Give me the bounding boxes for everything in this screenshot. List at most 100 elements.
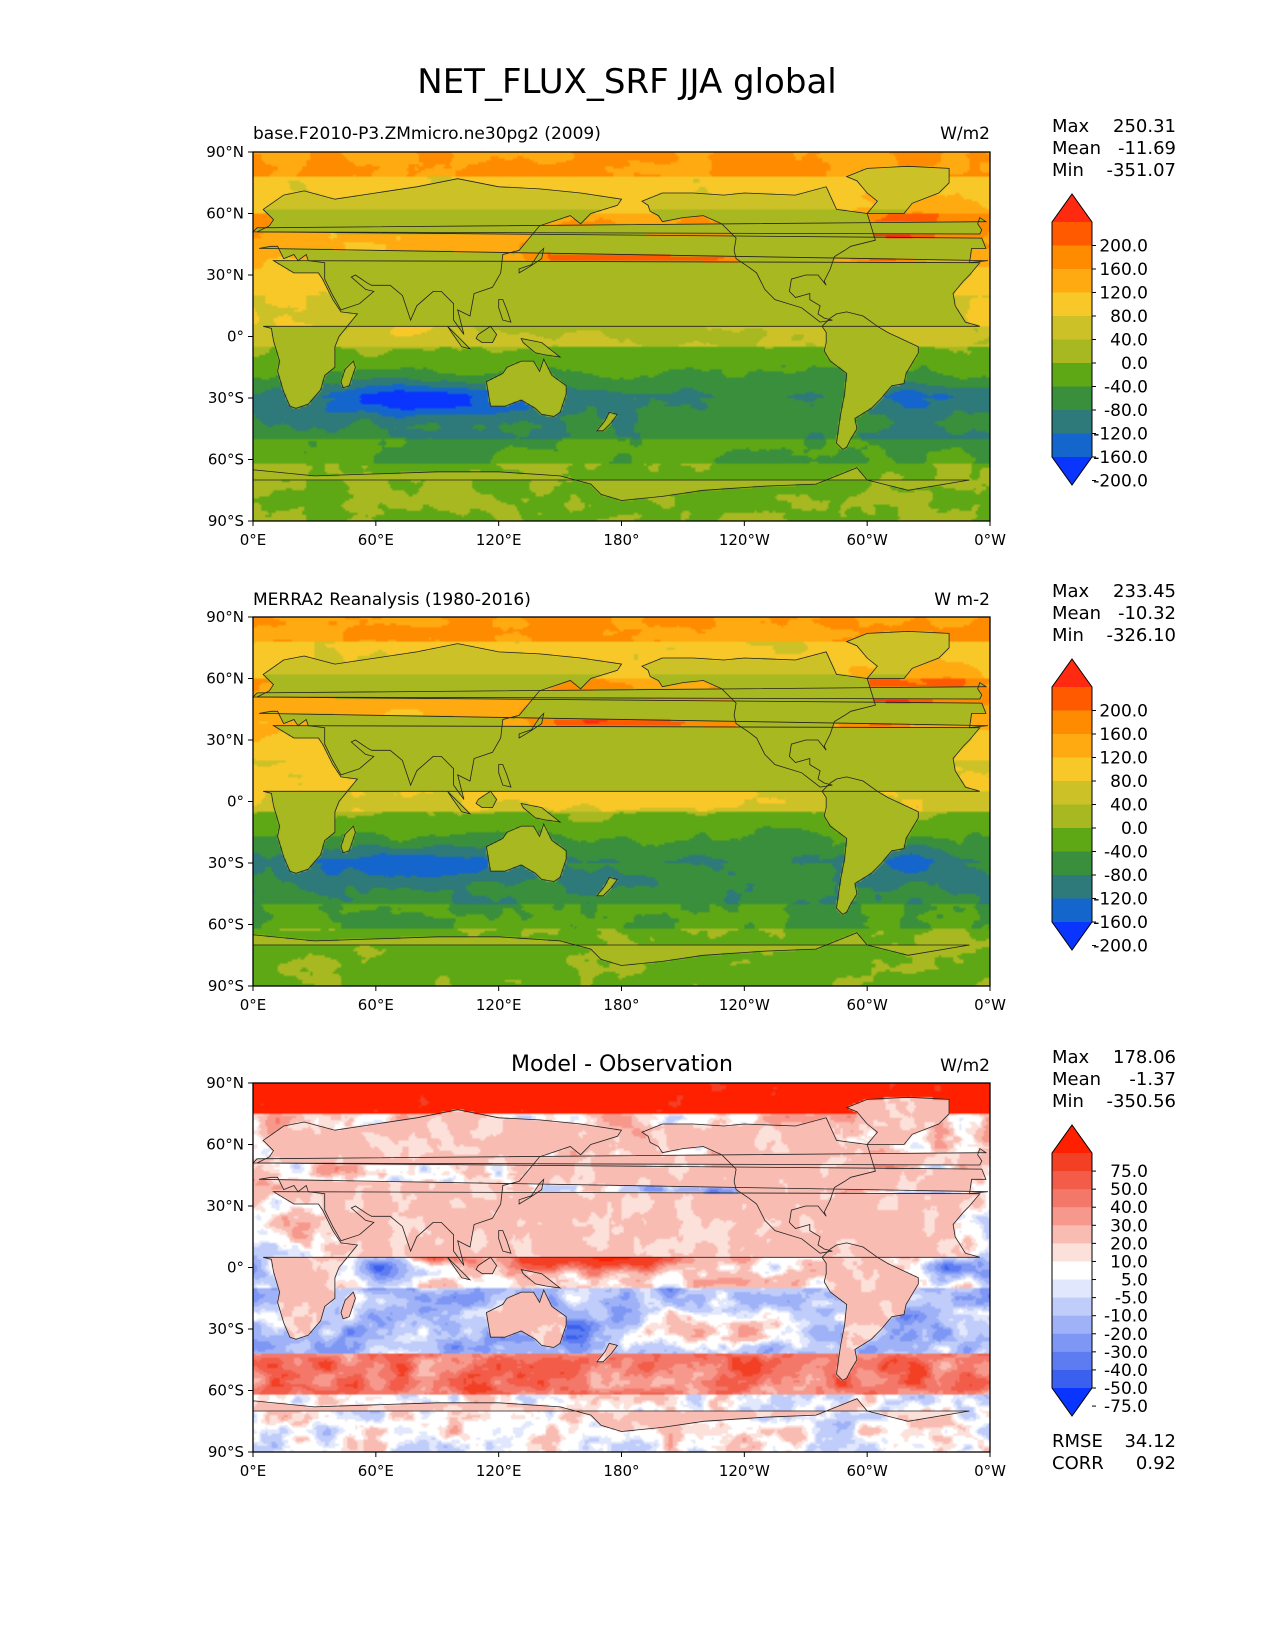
coastline (252, 216, 988, 235)
colorbar-label: 80.0 (1110, 307, 1148, 327)
y-tick-label: 30°N (206, 731, 244, 749)
coastline (641, 186, 876, 323)
coastline (845, 165, 950, 214)
colorbar-segment (1052, 1189, 1092, 1208)
colorbar-label: 80.0 (1110, 772, 1148, 792)
colorbar: 200.0 160.0 120.0 80.0 40.0 0.0 -40.0 -80.0 -120… (1051, 658, 1148, 957)
stat-label: Min (1052, 625, 1084, 646)
colorbar-label: -120.0 (1093, 425, 1148, 445)
y-tick-label: 60°S (208, 916, 244, 934)
colorbar-segment (1052, 804, 1092, 829)
coastline (518, 247, 545, 274)
stat-label: Min (1052, 160, 1084, 181)
stat-label: Max (1052, 1047, 1090, 1068)
colorbar-extend-max (1052, 659, 1092, 687)
y-tick-label: 90°S (208, 977, 244, 995)
map-field (253, 617, 990, 986)
panel-observation: MERRA2 Reanalysis (1980-2016) W m-2 0°E 6… (206, 581, 1176, 1014)
coastline (252, 932, 970, 986)
y-axis-ticks: 90°N 60°N 30°N 0° 30°S 60°S 90°S (206, 143, 253, 530)
coastline (263, 1191, 981, 1340)
coastline (520, 337, 562, 358)
colorbar-segment (1052, 410, 1092, 434)
colorbar-label: -160.0 (1093, 448, 1148, 468)
colorbar-label: -75.0 (1104, 1397, 1148, 1417)
stat-label: Min (1052, 1091, 1084, 1112)
x-tick-label: 0°W (974, 1462, 1006, 1480)
colorbar-label: -160.0 (1093, 913, 1148, 933)
coastline (263, 725, 981, 874)
colorbar-label: 0.0 (1121, 819, 1148, 839)
x-tick-label: 0°W (974, 996, 1006, 1014)
colorbar-segment (1052, 1261, 1092, 1281)
colorbar-label: 30.0 (1110, 1216, 1148, 1236)
x-tick-label: 60°W (846, 531, 888, 549)
y-tick-label: 0° (227, 1259, 244, 1277)
x-tick-label: 60°W (846, 996, 888, 1014)
figure-title: NET_FLUX_SRF JJA global (417, 62, 836, 102)
y-tick-label: 60°N (206, 1136, 244, 1154)
map-plot (252, 616, 991, 987)
stat-value: -1.37 (1129, 1069, 1176, 1090)
colorbar-label: 50.0 (1110, 1180, 1148, 1200)
y-tick-label: 0° (227, 793, 244, 811)
colorbar-segment (1052, 1315, 1092, 1335)
y-tick-label: 30°N (206, 1197, 244, 1215)
stats-block: Max 250.31 Mean -11.69 Min -351.07 (1052, 116, 1176, 181)
colorbar-label: -50.0 (1104, 1379, 1148, 1399)
coastline (485, 1288, 567, 1348)
coastline (252, 467, 970, 521)
colorbar-label: 160.0 (1099, 725, 1148, 745)
y-tick-label: 0° (227, 328, 244, 346)
coastline (256, 1109, 989, 1266)
x-tick-label: 120°E (476, 531, 522, 549)
colorbar: 200.0 160.0 120.0 80.0 40.0 0.0 -40.0 -80.0 -120… (1051, 193, 1148, 492)
coastline (641, 651, 876, 788)
x-axis-ticks: 0°E 60°E 120°E 180° 120°W 60°W 0°W (240, 1452, 1006, 1480)
stat-label: Mean (1052, 1069, 1101, 1090)
colorbar-segment (1052, 828, 1092, 852)
map-plot (252, 1082, 991, 1453)
stat-value: -326.10 (1107, 625, 1176, 646)
colorbar-extend-min (1052, 457, 1092, 485)
metric-value: 34.12 (1124, 1431, 1176, 1452)
colorbar-label: 160.0 (1099, 260, 1148, 280)
colorbar-segment (1052, 875, 1092, 899)
coastline (518, 712, 545, 739)
panel-model: base.F2010-P3.ZMmicro.ne30pg2 (2009) W/m… (206, 116, 1176, 549)
stat-value: 250.31 (1113, 116, 1176, 137)
colorbar-label: 120.0 (1099, 749, 1148, 769)
coastline (475, 790, 498, 808)
colorbar-label: -200.0 (1093, 937, 1148, 957)
colorbar-segment (1052, 316, 1092, 340)
panel-units: W m-2 (934, 590, 990, 610)
coastline (252, 1398, 970, 1452)
coastline (821, 1242, 919, 1381)
x-tick-label: 0°E (240, 1462, 267, 1480)
stat-label: Mean (1052, 603, 1101, 624)
coastline (256, 643, 989, 800)
x-tick-label: 180° (603, 531, 639, 549)
colorbar-label: -20.0 (1104, 1325, 1148, 1345)
colorbar-segment (1052, 687, 1092, 711)
y-tick-label: 90°S (208, 1443, 244, 1461)
colorbar-label: 200.0 (1099, 237, 1148, 257)
colorbar-label: 40.0 (1110, 1198, 1148, 1218)
y-tick-label: 30°S (208, 854, 244, 872)
coastline (596, 1342, 619, 1363)
colorbar-extend-max (1052, 1125, 1092, 1153)
colorbar-segment (1052, 1207, 1092, 1226)
colorbar-segment (1052, 363, 1092, 387)
coastline (252, 1147, 988, 1166)
panel-units: W/m2 (940, 1056, 990, 1076)
y-tick-label: 90°N (206, 143, 244, 161)
coastline (447, 791, 472, 815)
coastline (447, 1257, 472, 1281)
metric-value: 0.92 (1136, 1453, 1176, 1474)
coastline (641, 1117, 876, 1254)
colorbar-segment (1052, 292, 1092, 317)
coastline (475, 1256, 498, 1275)
colorbar-label: -30.0 (1104, 1343, 1148, 1363)
y-tick-label: 90°N (206, 608, 244, 626)
colorbar-label: -80.0 (1104, 866, 1148, 886)
